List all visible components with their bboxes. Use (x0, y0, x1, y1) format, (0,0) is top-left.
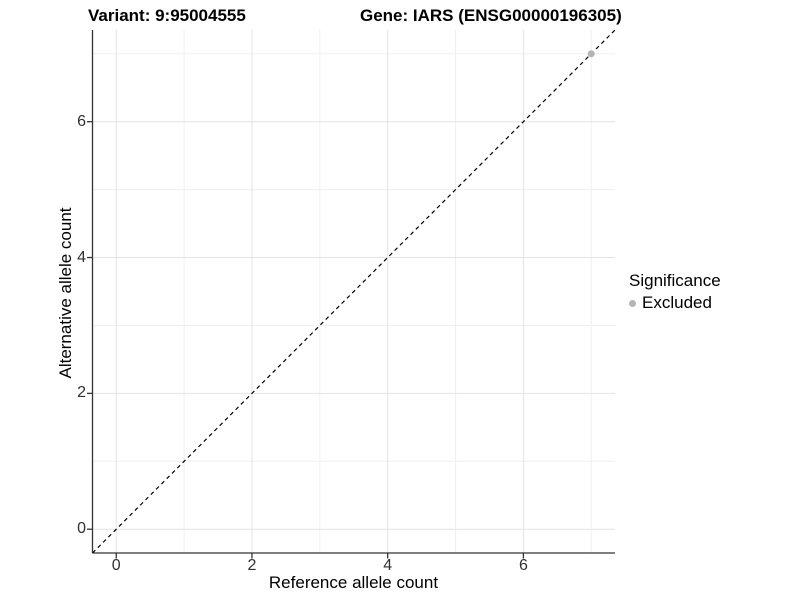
identity-reference-line (92, 29, 616, 554)
data-point-excluded (587, 50, 595, 58)
legend-item-excluded: Excluded (629, 293, 721, 313)
legend-title: Significance (629, 271, 721, 290)
x-tick-label: 6 (518, 557, 528, 574)
x-tick-label: 2 (247, 557, 257, 574)
x-axis-title: Reference allele count (268, 573, 439, 592)
y-tick-label: 2 (77, 384, 86, 402)
plot-title-gene: Gene: IARS (ENSG00000196305) (360, 6, 622, 25)
y-tick-label: 4 (77, 248, 86, 266)
legend-items: Excluded (629, 293, 721, 313)
y-tick-label: 6 (77, 112, 86, 130)
x-tick-label: 4 (383, 557, 393, 574)
x-tick-label: 0 (111, 557, 121, 574)
plot-title-variant: Variant: 9:95004555 (88, 6, 246, 25)
legend-item-label: Excluded (642, 293, 712, 312)
legend: Significance Excluded (629, 271, 721, 313)
legend-key-dot-icon (629, 299, 636, 307)
y-tick-label: 0 (77, 520, 86, 538)
